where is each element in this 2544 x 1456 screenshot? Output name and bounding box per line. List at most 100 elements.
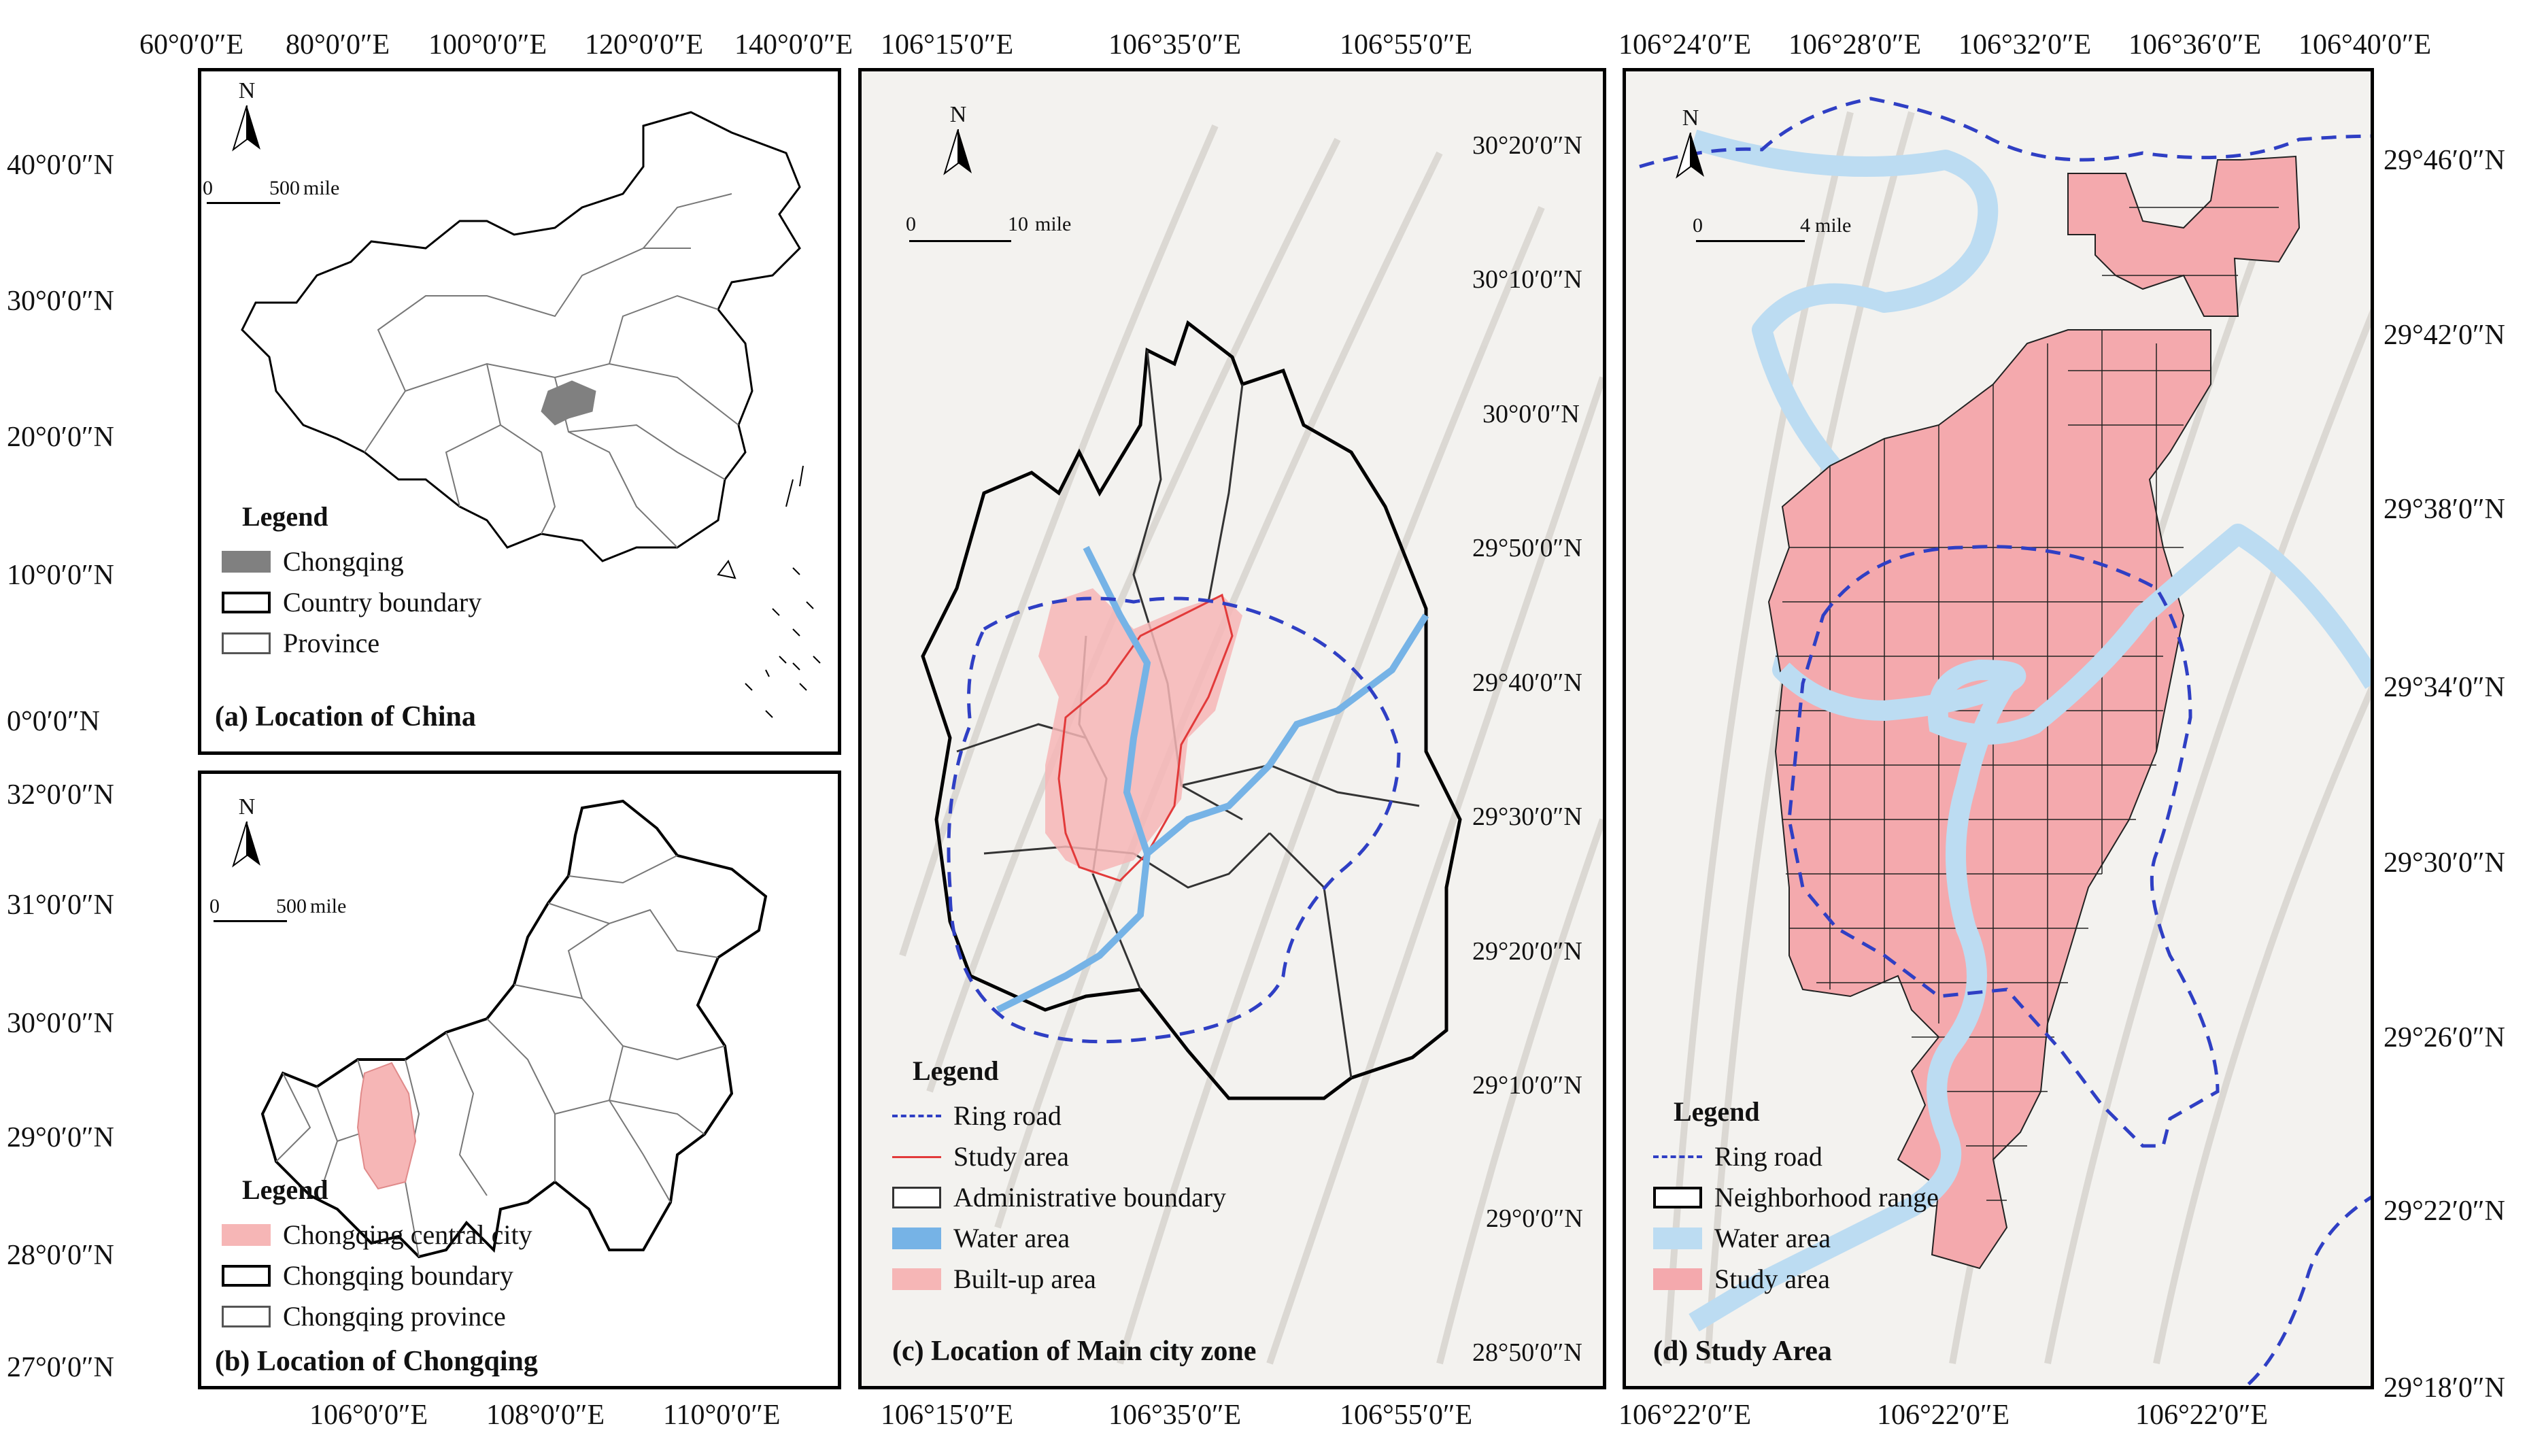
admin-boundary-outline (921, 320, 1462, 1100)
legend-item-chongqing-boundary: Chongqing boundary (222, 1262, 532, 1289)
tick-b-bottom-0: 106°0′0″E (309, 1400, 428, 1431)
tick-d-right-7: 29°18′0″N (2384, 1372, 2505, 1404)
tick-b-left-2: 30°0′0″N (7, 1008, 114, 1039)
tick-c-right-3: 29°50′0″N (1472, 534, 1582, 562)
tick-d-top-0: 106°24′0″E (1618, 29, 1752, 61)
legend-title: Legend (242, 1174, 328, 1205)
north-arrow: N (226, 794, 267, 869)
legend-item-chongqing-province: Chongqing province (222, 1303, 532, 1330)
tick-c-top-0: 106°15′0″E (881, 29, 1014, 61)
china-map (241, 111, 821, 718)
tick-d-bottom-0: 106°22′0″E (1618, 1400, 1752, 1431)
tick-b-left-4: 28°0′0″N (7, 1240, 114, 1271)
tick-d-right-3: 29°34′0″N (2384, 672, 2505, 703)
tick-c-right-2: 30°0′0″N (1482, 400, 1580, 428)
tick-c-right-6: 29°20′0″N (1472, 937, 1582, 966)
tick-a-left-1: 30°0′0″N (7, 286, 114, 317)
tick-d-top-2: 106°32′0″E (1958, 29, 2092, 61)
panel-a-title: (a) Location of China (215, 701, 476, 732)
tick-d-right-2: 29°38′0″N (2384, 494, 2505, 525)
panel-d-study-area: N 0 4 mile Legend Ring road Neighborhood… (1623, 68, 2374, 1389)
legend-b: Legend Chongqing central city Chongqing … (222, 1176, 532, 1330)
legend-item-ring-road: Ring road (892, 1102, 1226, 1130)
tick-c-right-0: 30°20′0″N (1472, 131, 1582, 160)
legend-item-admin-boundary: Administrative boundary (892, 1184, 1226, 1211)
tick-a-top-1: 80°0′0″E (286, 29, 390, 61)
tick-b-bottom-1: 108°0′0″E (486, 1400, 605, 1431)
tick-c-bottom-0: 106°15′0″E (881, 1400, 1014, 1431)
tick-a-top-0: 60°0′0″E (139, 29, 244, 61)
legend-item-water-area: Water area (1653, 1225, 1939, 1252)
panel-d-title: (d) Study Area (1653, 1336, 1832, 1367)
main-city-map (899, 124, 1603, 1365)
study-area-outline (1057, 593, 1234, 882)
legend-a: Legend Chongqing Country boundary Provin… (222, 503, 481, 657)
legend-item-ring-road: Ring road (1653, 1143, 1939, 1170)
tick-d-top-4: 106°40′0″E (2299, 29, 2432, 61)
tick-d-bottom-2: 106°22′0″E (2135, 1400, 2269, 1431)
tick-c-right-4: 29°40′0″N (1472, 668, 1582, 697)
legend-title: Legend (913, 1055, 999, 1086)
tick-b-left-3: 29°0′0″N (7, 1122, 114, 1153)
tick-b-bottom-2: 110°0′0″E (663, 1400, 781, 1431)
tick-d-right-5: 29°26′0″N (2384, 1022, 2505, 1053)
north-arrow: N (938, 102, 979, 177)
ring-road-d (1787, 545, 2220, 1148)
tick-c-bottom-1: 106°35′0″E (1108, 1400, 1242, 1431)
tick-d-top-3: 106°36′0″E (2129, 29, 2262, 61)
tick-c-top-2: 106°55′0″E (1340, 29, 1473, 61)
tick-d-right-0: 29°46′0″N (2384, 145, 2505, 176)
tick-a-top-4: 140°0′0″E (734, 29, 853, 61)
legend-item-province: Province (222, 630, 481, 657)
tick-c-top-1: 106°35′0″E (1108, 29, 1242, 61)
china-outline (241, 111, 801, 562)
ring-road-corner-d (2243, 1196, 2371, 1386)
legend-item-study-area: Study area (892, 1143, 1226, 1170)
tick-a-left-4: 0°0′0″N (7, 706, 100, 737)
tick-a-left-0: 40°0′0″N (7, 150, 114, 181)
tick-d-top-1: 106°28′0″E (1788, 29, 1922, 61)
central-city-highlight (356, 1062, 417, 1190)
legend-title: Legend (1674, 1096, 1760, 1127)
tick-b-left-1: 31°0′0″N (7, 890, 114, 921)
tick-d-right-6: 29°22′0″N (2384, 1196, 2505, 1227)
legend-c: Legend Ring road Study area Administrati… (892, 1057, 1226, 1293)
legend-item-country-boundary: Country boundary (222, 589, 481, 616)
panel-a-china: N 0 500 mile Legend Chongqing Country bo… (198, 68, 841, 755)
panel-b-chongqing: N 0 500 mile Legend Chongqing central ci… (198, 771, 841, 1389)
legend-item-water-area: Water area (892, 1225, 1226, 1252)
legend-title: Legend (242, 501, 328, 532)
panel-c-title: (c) Location of Main city zone (892, 1336, 1257, 1367)
tick-d-bottom-1: 106°22′0″E (1877, 1400, 2010, 1431)
legend-item-neighborhood: Neighborhood range (1653, 1184, 1939, 1211)
tick-b-left-0: 32°0′0″N (7, 779, 114, 811)
tick-b-left-5: 27°0′0″N (7, 1352, 114, 1383)
legend-item-built-up-area: Built-up area (892, 1266, 1226, 1293)
tick-c-right-5: 29°30′0″N (1472, 802, 1582, 831)
chongqing-map (260, 799, 768, 1259)
legend-d: Legend Ring road Neighborhood range Wate… (1653, 1098, 1939, 1293)
north-arrow: N (226, 78, 267, 153)
tick-c-right-9: 28°50′0″N (1472, 1338, 1582, 1367)
panel-b-title: (b) Location of Chongqing (215, 1346, 538, 1377)
chongqing-highlight (541, 380, 596, 426)
north-arrow: N (1670, 105, 1711, 180)
panel-c-main-city-zone: N 0 10 mile Legend Ring road Study area … (858, 68, 1606, 1389)
tick-c-right-1: 30°10′0″N (1472, 265, 1582, 294)
tick-d-right-4: 29°30′0″N (2384, 847, 2505, 879)
ring-road-outer-d (1639, 97, 2371, 169)
islands (717, 465, 821, 718)
tick-a-left-3: 10°0′0″N (7, 560, 114, 591)
built-up-area (1038, 588, 1242, 874)
study-area-map (1639, 97, 2371, 1386)
legend-item-chongqing: Chongqing (222, 548, 481, 575)
tick-a-left-2: 20°0′0″N (7, 422, 114, 453)
river-through-study (1775, 526, 2245, 1216)
tick-c-bottom-2: 106°55′0″E (1340, 1400, 1473, 1431)
ring-road (947, 596, 1401, 1044)
tick-a-top-2: 100°0′0″E (428, 29, 547, 61)
tick-c-right-8: 29°0′0″N (1486, 1204, 1583, 1233)
tick-c-right-7: 29°10′0″N (1472, 1071, 1582, 1100)
tick-a-top-3: 120°0′0″E (585, 29, 704, 61)
legend-item-study-area: Study area (1653, 1266, 1939, 1293)
